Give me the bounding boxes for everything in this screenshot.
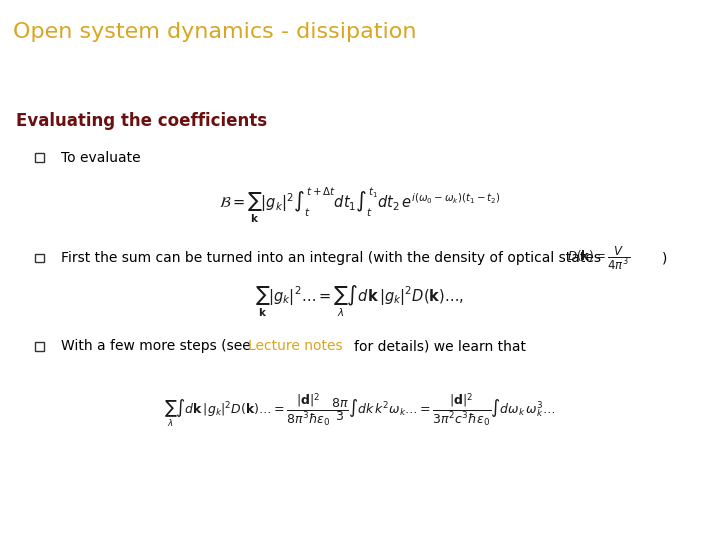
Text: $\mathcal{B} = \sum_{\mathbf{k}} |g_k|^2 \int_t^{t+\Delta t} dt_1 \int_t^{t_1} d: $\mathcal{B} = \sum_{\mathbf{k}} |g_k|^2… [219,186,501,225]
Text: Evaluating the coefficients: Evaluating the coefficients [16,112,267,130]
Text: $D(\mathbf{k}) = \dfrac{V}{4\pi^3}$: $D(\mathbf{k}) = \dfrac{V}{4\pi^3}$ [567,244,631,272]
Text: ): ) [662,251,667,265]
Text: To evaluate: To evaluate [61,151,141,165]
Bar [35,254,44,262]
Text: $\sum_{\lambda} \int d\mathbf{k}\, |g_k|^2 D(\mathbf{k}) \ldots = \dfrac{|\mathb: $\sum_{\lambda} \int d\mathbf{k}\, |g_k|… [164,392,556,430]
Text: $\sum_{\mathbf{k}} |g_k|^2 \ldots = \sum_{\lambda} \int d\mathbf{k}\, |g_k|^2 D(: $\sum_{\mathbf{k}} |g_k|^2 \ldots = \sum… [256,284,464,319]
Text: Lecture notes: Lecture notes [248,340,343,354]
Bar [35,342,44,351]
Text: Open system dynamics - dissipation: Open system dynamics - dissipation [13,22,416,42]
Text: for details) we learn that: for details) we learn that [354,340,526,354]
Bar [35,153,44,162]
Text: With a few more steps (see: With a few more steps (see [61,340,256,354]
Text: First the sum can be turned into an integral (with the density of optical states: First the sum can be turned into an inte… [61,251,601,265]
